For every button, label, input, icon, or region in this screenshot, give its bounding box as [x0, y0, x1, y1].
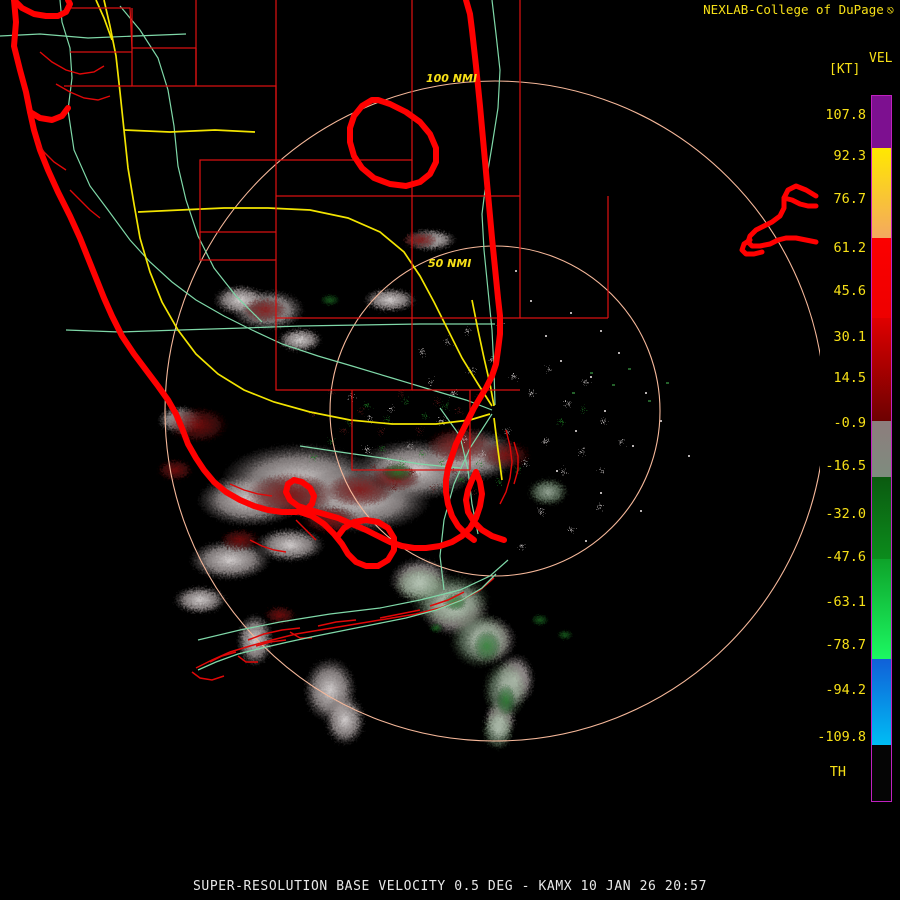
colorbar-tick-0: 107.8	[825, 107, 866, 123]
island-detail-layer	[35, 51, 519, 553]
colorbar-segment-threshold-black	[872, 745, 891, 801]
provider-credit-text: NEXLAB-College of DuPage	[703, 2, 884, 17]
bahamas-layer	[739, 183, 819, 257]
colorbar-tick-1: 92.3	[833, 148, 866, 164]
range-ring-labels: 100 NMI 50 NMI	[426, 72, 477, 270]
colorbar-tick-8: -16.5	[825, 458, 866, 474]
colorbar-tick-2: 76.7	[833, 191, 866, 207]
velocity-colorbar-panel: VEL [KT] 107.8 92.3 76.7 61.2 45.6 30.1 14.5 -0…	[817, 0, 900, 900]
highway-layer	[95, 0, 503, 481]
colorbar-segment-purple-high	[872, 96, 891, 148]
colorbar-tick-4: 45.6	[833, 283, 866, 299]
colorbar-tick-6: 14.5	[833, 370, 866, 386]
colorbar-segment-green-bright	[872, 559, 891, 659]
colorbar-segment-green-dark	[872, 477, 891, 559]
colorbar-tick-13: -94.2	[825, 682, 866, 698]
radar-image-viewport[interactable]: 100 NMI 50 NMI	[0, 0, 820, 880]
registered-mark-icon: ⎋	[886, 3, 894, 17]
range-ring-100nmi	[164, 80, 820, 742]
keys-highway-layer	[197, 573, 497, 671]
colorbar-segment-yellow-orange	[872, 148, 891, 238]
colorbar-tick-14: -109.8	[817, 729, 866, 745]
colorbar-gradient-bar[interactable]	[871, 95, 892, 802]
ring-label-50nmi: 50 NMI	[428, 257, 471, 270]
colorbar-tick-5: 30.1	[833, 329, 866, 345]
colorbar-segment-red-dark	[872, 318, 891, 421]
colorbar-segment-red-bright	[872, 238, 891, 318]
colorbar-title: VEL	[869, 51, 893, 66]
sea-clutter-dots	[515, 270, 690, 542]
coastline-layer	[11, 0, 507, 569]
colorbar-tick-11: -63.1	[825, 594, 866, 610]
colorbar-tick-9: -32.0	[825, 506, 866, 522]
colorbar-segment-blue	[872, 659, 891, 745]
county-boundary-layer	[64, 0, 609, 471]
colorbar-units: [KT]	[829, 62, 861, 77]
product-caption: SUPER-RESOLUTION BASE VELOCITY 0.5 DEG -…	[192, 879, 708, 894]
ring-label-100nmi: 100 NMI	[426, 72, 477, 85]
colorbar-tick-labels: 107.8 92.3 76.7 61.2 45.6 30.1 14.5 -0.9 -16.5 -3…	[817, 0, 870, 900]
provider-credit: NEXLAB-College of DuPage ⎋	[703, 2, 894, 17]
radar-map-canvas[interactable]: 100 NMI 50 NMI	[0, 0, 820, 880]
road-layer-green	[0, 0, 509, 641]
colorbar-tick-10: -47.6	[825, 549, 866, 565]
colorbar-tick-12: -78.7	[825, 637, 866, 653]
colorbar-threshold-label: TH	[829, 764, 846, 780]
colorbar-tick-7: -0.9	[833, 415, 866, 431]
colorbar-segment-gray-zero	[872, 421, 891, 477]
colorbar-tick-3: 61.2	[833, 240, 866, 256]
